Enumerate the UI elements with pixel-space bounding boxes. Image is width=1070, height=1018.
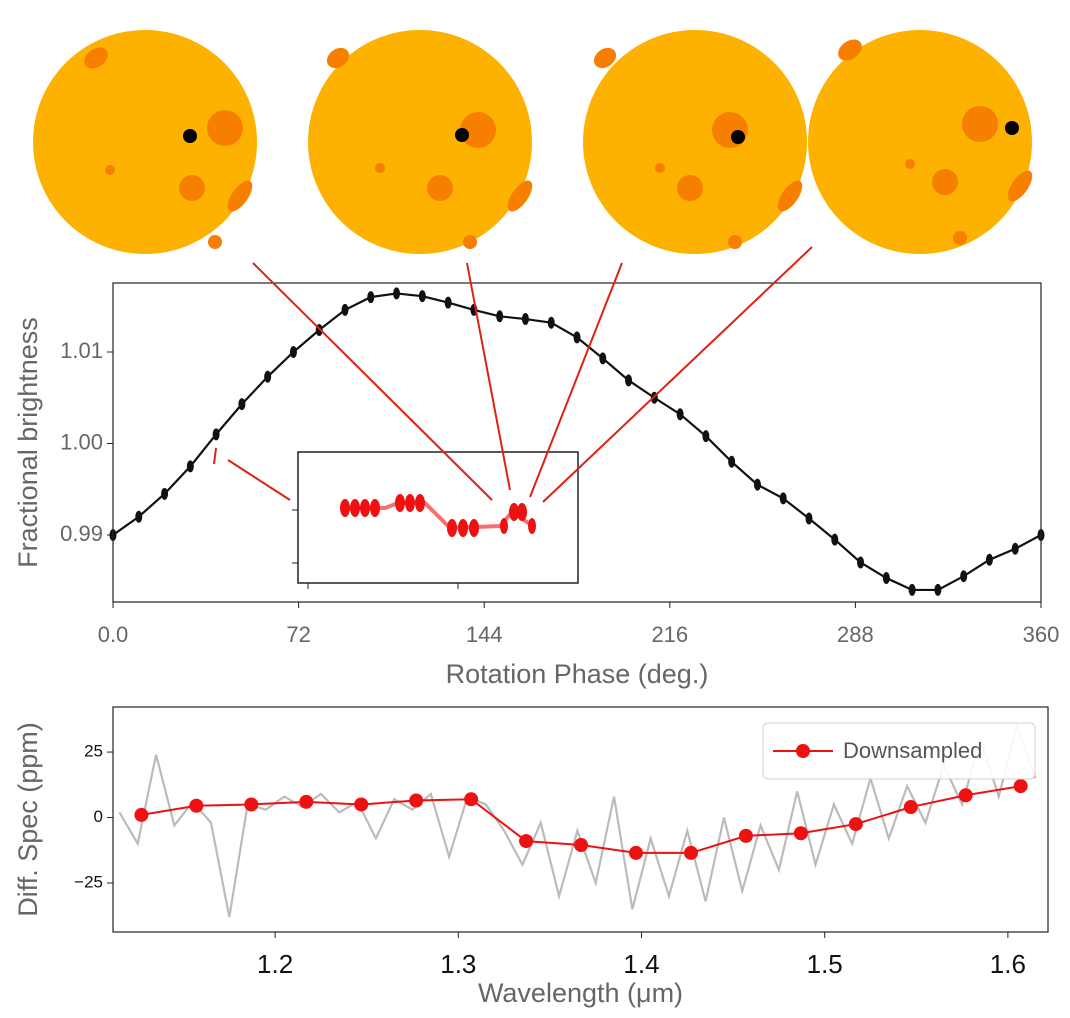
x-tick-label: 72	[286, 622, 310, 647]
marker	[857, 556, 865, 569]
star-disks	[33, 30, 1033, 254]
star-disk	[808, 30, 1033, 254]
marker	[728, 455, 736, 468]
marker	[521, 313, 529, 326]
x-tick-label: 144	[466, 622, 503, 647]
marker	[134, 807, 149, 822]
marker	[289, 345, 297, 358]
marker	[805, 512, 813, 525]
y-tick-label: 25	[84, 742, 103, 761]
marker	[903, 800, 918, 815]
legend-box	[762, 722, 1036, 780]
marker	[161, 487, 169, 500]
marker	[135, 510, 143, 523]
zoom-inset	[292, 451, 579, 589]
marker	[683, 845, 698, 860]
marker	[574, 838, 589, 853]
marker	[418, 290, 426, 303]
marker	[625, 374, 633, 387]
marker	[1013, 779, 1028, 794]
x-tick-label: 360	[1023, 622, 1060, 647]
marker	[702, 430, 710, 443]
star-disk	[583, 30, 807, 254]
marker	[882, 572, 890, 585]
x-tick-label: 1.4	[623, 949, 659, 979]
marker	[985, 553, 993, 566]
y-tick-label: 0.99	[60, 521, 103, 546]
marker	[738, 828, 753, 843]
y-tick-label: 0	[94, 807, 103, 826]
marker	[1011, 542, 1019, 555]
marker	[519, 834, 534, 849]
marker	[629, 845, 644, 860]
series-line	[118, 722, 1037, 918]
marker	[496, 310, 504, 323]
marker	[958, 788, 973, 803]
marker	[960, 570, 968, 583]
x-tick-label: 0.0	[98, 622, 129, 647]
marker	[367, 291, 375, 304]
marker	[341, 303, 349, 316]
y-tick-label: 1.00	[60, 429, 103, 454]
marker	[848, 817, 863, 832]
x-tick-label: 1.6	[990, 949, 1026, 979]
connector-lines	[213, 246, 813, 503]
marker	[779, 492, 787, 505]
marker	[934, 583, 942, 596]
marker	[908, 583, 916, 596]
legend-marker	[796, 744, 810, 758]
marker	[299, 794, 314, 809]
plot-frame	[112, 706, 1049, 933]
star-disk	[308, 30, 533, 254]
y-axis-label: Fractional brightness	[13, 317, 43, 568]
legend-label: Downsampled	[843, 738, 982, 763]
y-axis-label: Diff. Spec (ppm)	[13, 722, 43, 917]
y-tick-label: −25	[74, 873, 103, 892]
marker	[573, 331, 581, 344]
marker	[244, 797, 259, 812]
marker	[464, 792, 479, 807]
marker	[831, 533, 839, 546]
marker	[793, 826, 808, 841]
marker	[189, 798, 204, 813]
marker	[393, 287, 401, 300]
x-tick-label: 288	[837, 622, 874, 647]
plot-frame	[112, 282, 1042, 603]
marker	[212, 428, 220, 441]
y-tick-label: 1.01	[60, 338, 103, 363]
x-tick-label: 1.2	[257, 949, 293, 979]
x-axis-label: Rotation Phase (deg.)	[446, 659, 709, 689]
x-tick-label: 1.3	[440, 949, 476, 979]
marker	[186, 460, 194, 473]
x-axis-label: Wavelength (μm)	[478, 978, 683, 1008]
star-disk	[33, 30, 257, 254]
marker	[354, 797, 369, 812]
marker	[409, 793, 424, 808]
plots: 0.99 1.00 1.01 0.0 72 144 216 288 360 Rotation Ph…	[13, 282, 1060, 1008]
marker	[753, 478, 761, 491]
x-tick-label: 1.5	[807, 949, 843, 979]
marker	[599, 352, 607, 365]
marker	[238, 398, 246, 411]
marker	[676, 408, 684, 421]
marker	[444, 296, 452, 309]
x-tick-label: 216	[651, 622, 688, 647]
marker	[264, 370, 272, 383]
marker	[547, 316, 555, 329]
